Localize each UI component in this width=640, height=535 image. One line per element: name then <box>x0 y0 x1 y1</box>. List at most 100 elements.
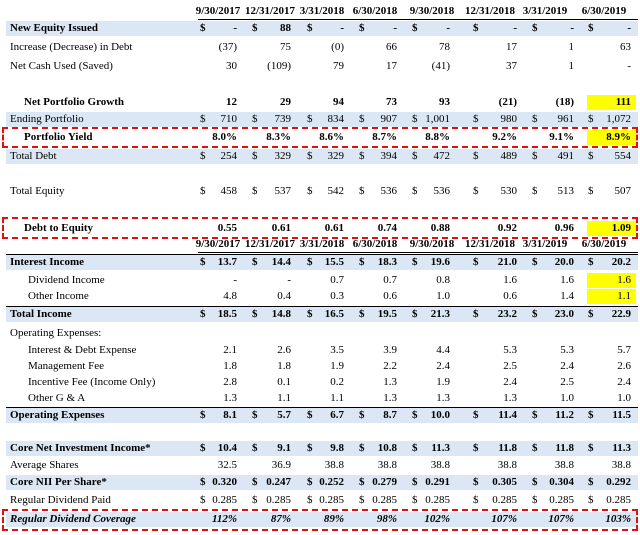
value-cell: 9.1 <box>277 442 291 454</box>
value-cell: 0.7 <box>330 274 344 286</box>
value-cell: 1,072 <box>606 113 631 125</box>
table-row: Core Net Investment Income* $10.4 $9.1 $9.8… <box>0 441 640 456</box>
value-cell: 2.2 <box>383 360 397 372</box>
dollar-sign: $ <box>252 494 258 506</box>
row-label: Ending Portfolio <box>10 113 84 125</box>
value-cell: 10.8 <box>377 442 397 454</box>
dollar-sign: $ <box>307 185 313 197</box>
portfolio-yield-box <box>2 127 638 148</box>
table-row: Total Income $18.5 $14.8 $16.5 $19.5 $21.3 $23… <box>0 307 640 322</box>
dollar-sign: $ <box>473 308 479 320</box>
date-header: 6/30/2018 <box>352 5 398 17</box>
value-cell: 38.8 <box>497 459 517 471</box>
value-cell: 8.8% <box>425 131 450 143</box>
value-cell: 254 <box>220 150 238 162</box>
value-cell: 542 <box>327 185 345 197</box>
dollar-sign: $ <box>412 150 418 162</box>
value-cell: 20.2 <box>611 256 631 268</box>
dollar-sign: $ <box>412 113 418 125</box>
dollar-sign: $ <box>473 476 479 488</box>
value-cell: 18.3 <box>377 256 397 268</box>
row-label: Regular Dividend Paid <box>10 494 111 506</box>
dollar-sign: $ <box>359 494 365 506</box>
value-cell: 17 <box>506 41 517 53</box>
dollar-sign: $ <box>307 494 313 506</box>
table-row: Core NII Per Share* $0.320 $0.247 $0.252 $0.… <box>0 475 640 490</box>
table-row: Regular Dividend Coverage 112% 87% 89% 98% 10… <box>0 512 640 527</box>
value-cell: - <box>287 274 291 286</box>
dollar-sign: $ <box>252 308 258 320</box>
value-cell: 1.1 <box>617 290 631 302</box>
date-header: 12/31/2018 <box>464 5 516 17</box>
value-cell: 2.1 <box>223 344 237 356</box>
dollar-sign: $ <box>252 409 258 421</box>
value-cell: - <box>233 274 237 286</box>
dollar-sign: $ <box>200 308 206 320</box>
table-row: Net Cash Used (Saved) 30 (109) 79 17 (41) 37 1 - <box>0 59 640 74</box>
value-cell: 530 <box>500 185 518 197</box>
value-cell: 30 <box>226 60 237 72</box>
value-cell: 0.285 <box>425 494 450 506</box>
value-cell: 66 <box>386 41 397 53</box>
value-cell: 111 <box>615 96 631 108</box>
value-cell: 103% <box>605 513 631 525</box>
value-cell: 458 <box>220 185 238 197</box>
row-shade <box>6 475 638 490</box>
dollar-sign: $ <box>412 494 418 506</box>
value-cell: 79 <box>333 60 344 72</box>
table-row: Net Portfolio Growth 12 29 94 73 93 (21) (18) 11… <box>0 95 640 110</box>
value-cell: 0.285 <box>266 494 291 506</box>
total-rule <box>6 254 638 255</box>
value-cell: 11.4 <box>498 409 517 421</box>
dollar-sign: $ <box>307 113 313 125</box>
value-cell: 8.0% <box>212 131 237 143</box>
value-cell: 73 <box>386 96 397 108</box>
value-cell: 38.8 <box>377 459 397 471</box>
value-cell: 1.6 <box>560 274 574 286</box>
dollar-sign: $ <box>359 476 365 488</box>
value-cell: 0.285 <box>372 494 397 506</box>
table-row: Other Income 4.8 0.4 0.3 0.6 1.0 0.6 1.4 1.1 <box>0 289 640 304</box>
value-cell: 1.3 <box>383 376 397 388</box>
dollar-sign: $ <box>532 494 538 506</box>
value-cell: 1.4 <box>560 290 574 302</box>
value-cell: 63 <box>620 41 631 53</box>
value-cell: 0.6 <box>383 290 397 302</box>
highlight-debt-equity <box>587 221 636 236</box>
dollar-sign: $ <box>200 256 206 268</box>
row-label: Core Net Investment Income* <box>10 442 151 454</box>
value-cell: 93 <box>439 96 450 108</box>
value-cell: 38.8 <box>324 459 344 471</box>
dollar-sign: $ <box>473 409 479 421</box>
value-cell: 739 <box>274 113 292 125</box>
dollar-sign: $ <box>200 409 206 421</box>
dollar-sign: $ <box>200 494 206 506</box>
value-cell: 1 <box>568 41 575 53</box>
value-cell: 0.88 <box>430 222 450 234</box>
row-label: Other G & A <box>28 392 86 404</box>
value-cell: 21.0 <box>497 256 517 268</box>
table-row: Interest & Debt Expense 2.1 2.6 3.5 3.9 4.4 5.… <box>0 343 640 358</box>
value-cell: 0.291 <box>425 476 450 488</box>
dollar-sign: $ <box>473 185 479 197</box>
value-cell: 10.4 <box>217 442 237 454</box>
value-cell: 2.4 <box>617 376 631 388</box>
value-cell <box>347 326 397 341</box>
value-cell: 0.74 <box>377 222 397 234</box>
dollar-sign: $ <box>473 494 479 506</box>
dollar-sign: $ <box>200 22 206 34</box>
value-cell: 23.0 <box>554 308 574 320</box>
row-label: Net Cash Used (Saved) <box>10 60 113 72</box>
value-cell: 0.55 <box>217 222 237 234</box>
row-label: Management Fee <box>28 360 105 372</box>
value-cell: 1 <box>568 60 575 72</box>
value-cell: 0.4 <box>277 290 291 302</box>
row-shade <box>6 307 638 322</box>
highlight-growth <box>587 95 636 110</box>
value-cell: 0.61 <box>324 222 344 234</box>
dollar-sign: $ <box>359 185 365 197</box>
value-cell: 5.7 <box>277 409 291 421</box>
value-cell: 32.5 <box>217 459 237 471</box>
date-header: 3/31/2018 <box>299 5 345 17</box>
value-cell: 2.4 <box>503 376 517 388</box>
